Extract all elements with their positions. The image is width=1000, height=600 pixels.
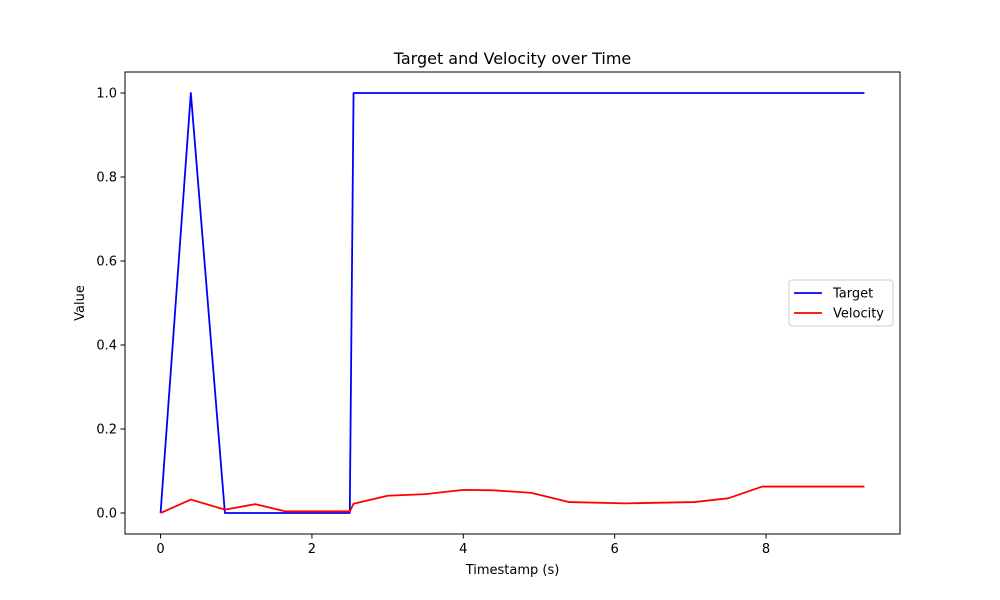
x-tick-label: 4 <box>459 542 467 557</box>
x-tick-label: 6 <box>611 542 619 557</box>
x-axis-label: Timestamp (s) <box>465 563 560 578</box>
y-tick-label: 0.6 <box>96 255 117 270</box>
axes-frame <box>124 71 901 535</box>
legend: Target Velocity <box>788 279 894 327</box>
y-tick-label: 1.0 <box>96 87 117 102</box>
chart-title: Target and Velocity over Time <box>393 49 632 68</box>
series-line-target <box>159 92 865 514</box>
y-tick-label: 0.0 <box>96 507 117 522</box>
y-tick-label: 0.4 <box>96 339 117 354</box>
legend-box <box>788 279 894 327</box>
legend-label-velocity: Velocity <box>833 307 884 322</box>
x-tick-label: 0 <box>156 542 164 557</box>
y-axis-label: Value <box>73 285 88 321</box>
x-tick-label: 2 <box>308 542 316 557</box>
legend-label-target: Target <box>832 287 873 302</box>
plot-area: 0 2 4 6 8 0.0 0.2 0.4 0.6 0.8 1.0 <box>96 71 901 557</box>
y-tick-label: 0.8 <box>96 171 117 186</box>
series-line-velocity <box>160 485 865 514</box>
x-tick-label: 8 <box>762 542 770 557</box>
y-tick-label: 0.2 <box>96 423 117 438</box>
